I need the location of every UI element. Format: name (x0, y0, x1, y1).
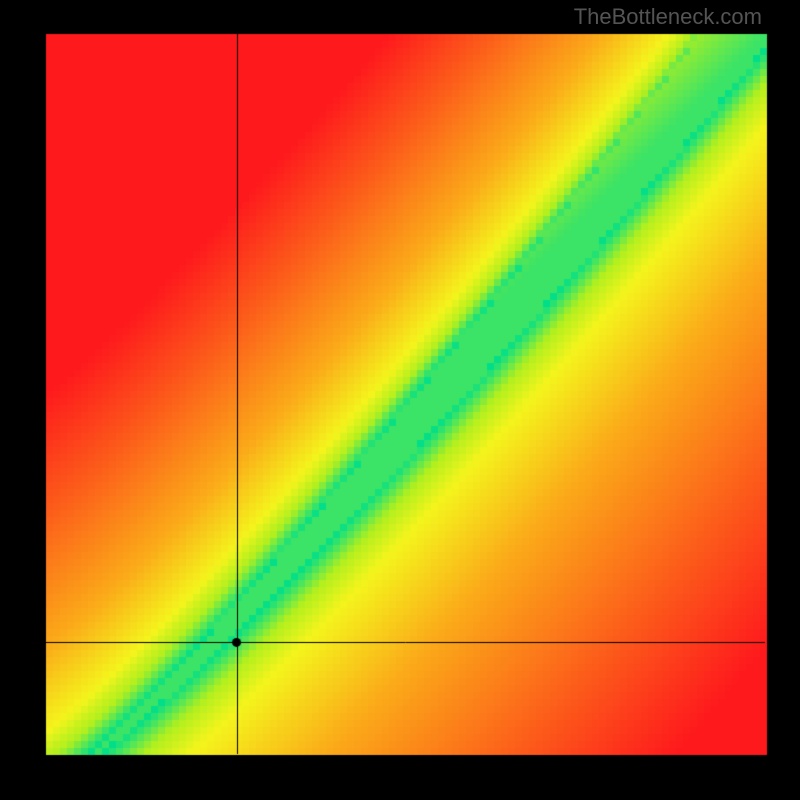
bottleneck-heatmap (0, 0, 800, 800)
watermark-text: TheBottleneck.com (574, 4, 762, 30)
chart-container: TheBottleneck.com (0, 0, 800, 800)
